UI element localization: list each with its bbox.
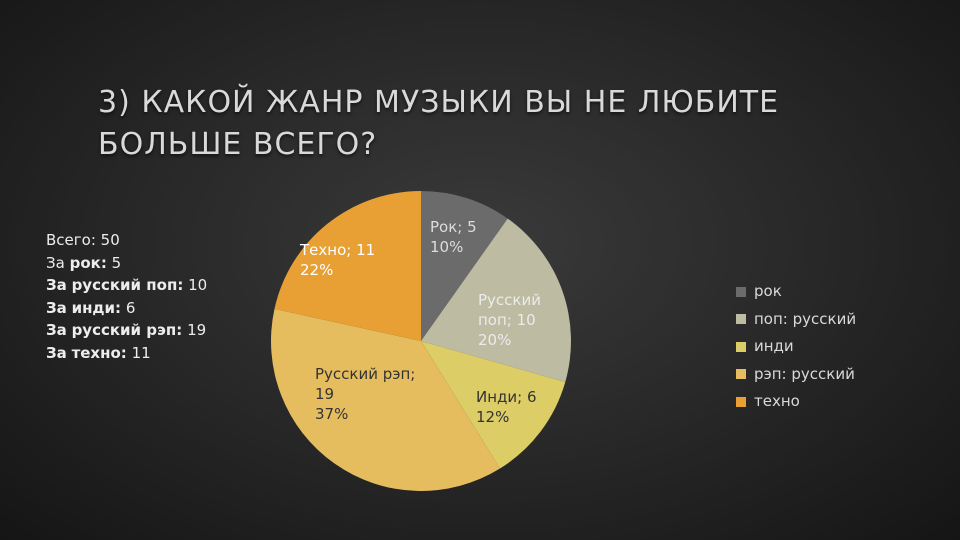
stats-row-genre: русский рэп: — [71, 321, 183, 339]
stats-row-prefix: За — [46, 298, 67, 317]
stats-total-label: Всего: — [46, 231, 96, 249]
legend-label: техно — [754, 392, 800, 410]
data-label-indie: Инди; 6 12% — [476, 388, 537, 426]
stats-row-value: 10 — [188, 276, 208, 294]
legend-label: инди — [754, 337, 794, 355]
pie-slice-russian-pop — [421, 218, 571, 383]
legend-swatch — [736, 396, 746, 407]
stats-row-value: 19 — [187, 321, 207, 339]
legend-swatch — [736, 341, 746, 352]
legend-item-russian-pop: поп: русский — [736, 306, 856, 334]
data-label-rock: Рок; 5 10% — [430, 218, 477, 256]
pie-slice-russian-rap — [271, 308, 500, 491]
slide-title-line-1: 3) КАКОЙ ЖАНР МУЗЫКИ ВЫ НЕ ЛЮБИТЕ — [98, 85, 780, 120]
stats-row-russian-rap: За русский рэп: 19 — [46, 319, 207, 342]
legend-swatch — [736, 314, 746, 325]
stats-row-genre: техно: — [71, 343, 127, 362]
stats-row-value: 6 — [125, 298, 136, 317]
stats-row-genre: русский поп: — [71, 276, 184, 294]
legend-item-russian-rap: рэп: русский — [736, 361, 856, 389]
legend-swatch — [736, 286, 746, 297]
data-label-russian-rap: Русский рэп; 19 37% — [315, 365, 415, 423]
stats-list: Всего: 50 За рок: 5 За русский поп: 10 З… — [46, 229, 207, 364]
stats-row-genre: инди: — [71, 298, 122, 317]
legend-item-techno: техно — [736, 388, 856, 416]
legend-label: поп: русский — [754, 309, 857, 328]
stats-row-genre: рок: — [69, 253, 107, 272]
stats-row-techno: За техно: 11 — [46, 342, 207, 365]
pie-slice-indie — [421, 341, 566, 469]
legend-label: рок — [754, 282, 782, 300]
data-label-russian-pop: Русский поп; 10 20% — [478, 291, 541, 349]
stats-total-value: 50 — [100, 231, 120, 249]
chart-legend: рок поп: русский инди рэп: русский техно — [736, 278, 856, 416]
legend-swatch — [736, 369, 746, 380]
pie-slice-techno — [274, 191, 421, 341]
legend-label: рэп: русский — [754, 364, 855, 383]
stats-row-prefix: За — [46, 276, 67, 294]
stats-row-prefix: За — [46, 343, 67, 362]
stats-row-value: 5 — [111, 253, 122, 272]
data-label-techno: Техно; 11 22% — [299, 241, 375, 279]
legend-item-indie: инди — [736, 333, 856, 361]
stats-row-prefix: За — [46, 321, 67, 339]
slide-title: 3) КАКОЙ ЖАНР МУЗЫКИ ВЫ НЕ ЛЮБИТЕ БОЛЬШЕ… — [98, 82, 798, 166]
stats-row-rock: За рок: 5 — [46, 252, 207, 275]
stats-total: Всего: 50 — [46, 229, 207, 252]
legend-item-rock: рок — [736, 278, 856, 306]
stats-row-value: 11 — [131, 343, 151, 362]
stats-row-prefix: За — [46, 253, 65, 272]
stats-row-indie: За инди: 6 — [46, 297, 207, 320]
slide-title-line-2: БОЛЬШЕ ВСЕГО? — [98, 127, 378, 162]
stats-row-russian-pop: За русский поп: 10 — [46, 274, 207, 297]
pie-slice-rock — [421, 191, 508, 341]
